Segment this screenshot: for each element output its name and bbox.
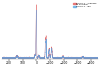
Legend: Series 4 - 4 weeks
to summer, Series 4 - dry: Series 4 - 4 weeks to summer, Series 4 -… (73, 2, 97, 7)
